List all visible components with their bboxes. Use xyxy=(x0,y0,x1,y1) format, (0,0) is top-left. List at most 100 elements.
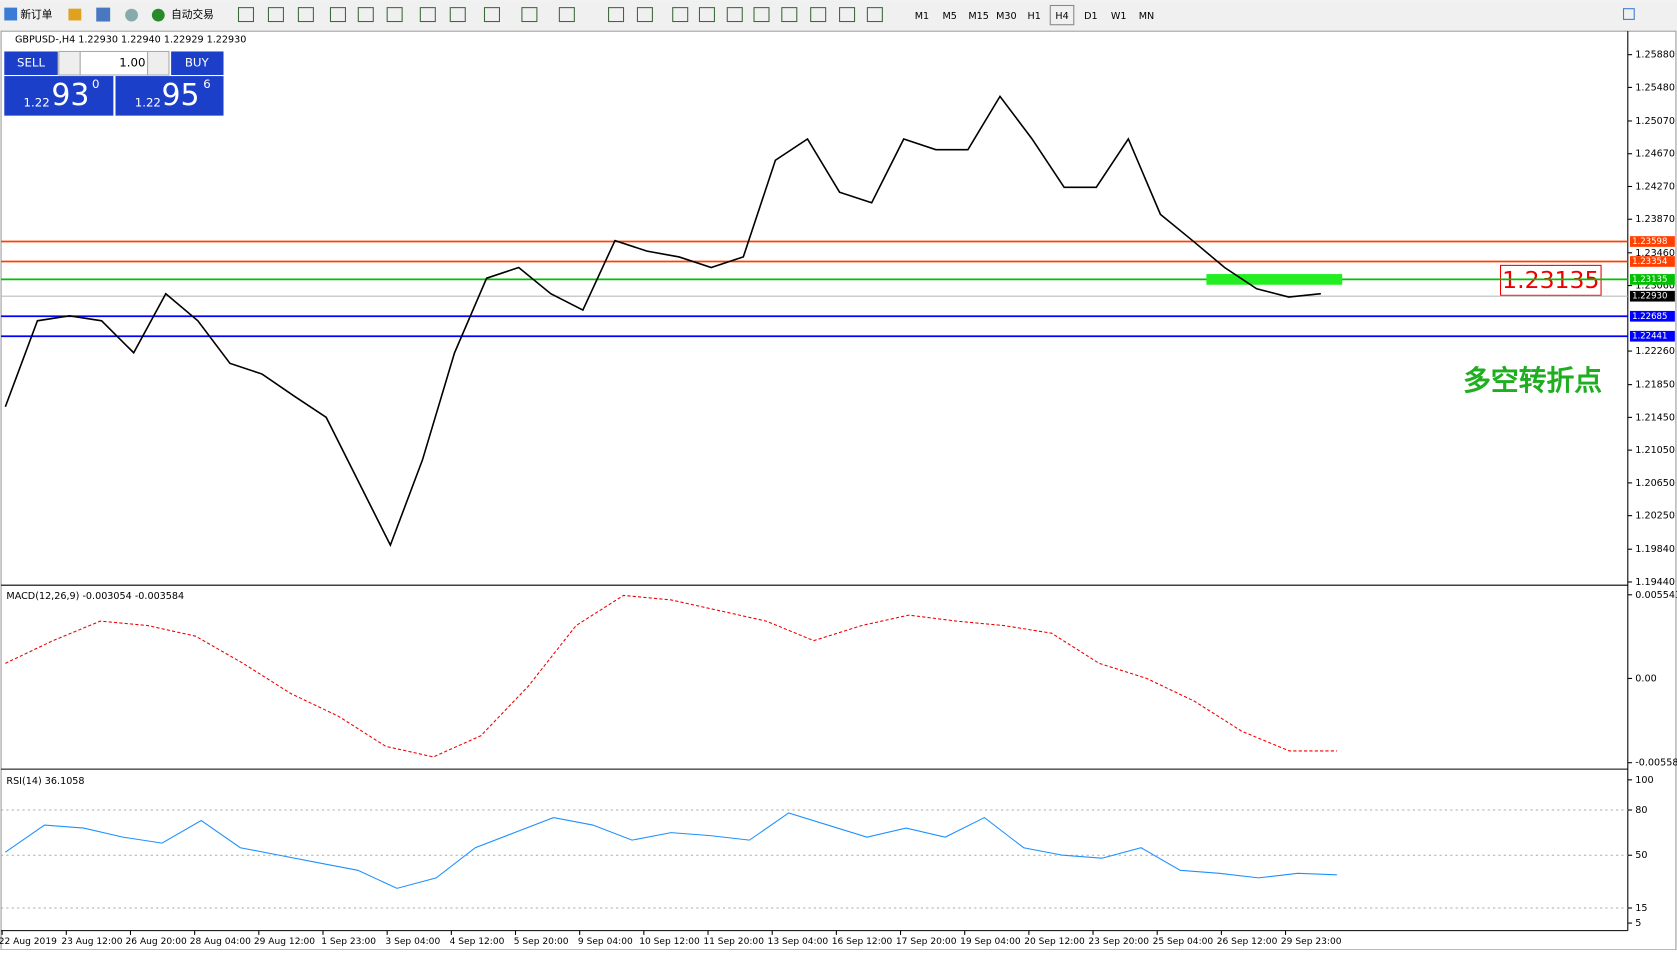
sell-button[interactable] xyxy=(4,51,58,76)
toolbar-icon[interactable] xyxy=(698,7,715,23)
auto-trading-button[interactable]: 自动交易 xyxy=(171,8,214,21)
toolbar-icon[interactable] xyxy=(866,7,883,23)
toolbar-icon[interactable] xyxy=(636,7,653,23)
toolbar-icon[interactable] xyxy=(237,7,255,23)
time-label: 1 Sep 23:00 xyxy=(321,937,376,947)
toolbar-icon[interactable] xyxy=(419,7,436,23)
timeframe-button[interactable]: W1 xyxy=(1111,11,1127,22)
icon[interactable] xyxy=(125,8,138,22)
toolbar-icon[interactable] xyxy=(558,7,575,23)
price-tick-label: 1.19840 xyxy=(1635,544,1675,555)
search-button[interactable] xyxy=(1622,8,1635,20)
pivot-zone xyxy=(1206,274,1343,285)
price-tick-label: 1.21450 xyxy=(1635,412,1675,423)
toolbar-icon[interactable] xyxy=(329,7,346,23)
time-label: 23 Aug 12:00 xyxy=(61,937,122,947)
price-tick-label: 1.23870 xyxy=(1635,214,1675,225)
bid-box[interactable] xyxy=(4,76,114,116)
lot-down[interactable] xyxy=(58,50,81,76)
lot-up[interactable] xyxy=(147,50,170,76)
toolbar-icon[interactable] xyxy=(608,7,625,23)
timeframe-button[interactable]: M5 xyxy=(943,11,957,22)
icon[interactable] xyxy=(96,7,111,22)
bid-sup: 0 xyxy=(92,77,99,91)
toolbar-icons xyxy=(237,7,883,23)
sell-label: SELL xyxy=(17,56,45,70)
time-label: 19 Sep 04:00 xyxy=(960,937,1021,947)
toolbar-icon[interactable] xyxy=(810,7,827,23)
macd-tick-label: -0.005583 xyxy=(1635,758,1677,769)
level-label: 1.22685 xyxy=(1632,312,1667,322)
time-label: 22 Aug 2019 xyxy=(0,937,57,947)
level-tag xyxy=(1629,274,1675,285)
toolbar-icon[interactable] xyxy=(753,7,770,23)
toolbar-icon[interactable] xyxy=(386,7,403,23)
time-label: 26 Sep 12:00 xyxy=(1217,937,1278,947)
timeframe-button[interactable]: MN xyxy=(1139,11,1154,22)
toolbar-icon[interactable] xyxy=(839,7,856,23)
time-label: 23 Sep 20:00 xyxy=(1088,937,1149,947)
rsi-tick-label: 100 xyxy=(1635,775,1653,786)
timeframe-button[interactable]: M30 xyxy=(996,11,1017,22)
price-tick-label: 1.25480 xyxy=(1635,82,1675,93)
bid-prefix: 1.22 xyxy=(24,95,50,109)
active-timeframe xyxy=(1049,4,1075,26)
auto-trading-icon[interactable] xyxy=(151,8,165,22)
time-label: 28 Aug 04:00 xyxy=(190,937,251,947)
close-line xyxy=(4,94,1321,548)
icon[interactable] xyxy=(68,8,82,21)
ask-prefix: 1.22 xyxy=(135,95,161,109)
trade-panel: SELL 1.00 BUY 1.22 93 0 1.22 95 6 xyxy=(4,50,224,116)
toolbar-icon[interactable] xyxy=(357,7,374,23)
rsi-tick-label: 80 xyxy=(1635,805,1647,816)
rsi-tick-label: 15 xyxy=(1635,903,1647,914)
buy-label: BUY xyxy=(185,56,210,70)
level-tag xyxy=(1629,236,1675,247)
toolbar-icon[interactable] xyxy=(672,7,689,23)
rsi-tick-label: 50 xyxy=(1635,850,1647,861)
timeframe-button[interactable]: M1 xyxy=(915,11,929,22)
timeframe-button[interactable]: H4 xyxy=(1055,11,1068,22)
timeframe-button[interactable]: D1 xyxy=(1084,11,1098,22)
lot-value: 1.00 xyxy=(119,56,145,70)
level-tag xyxy=(1629,310,1675,322)
level-tag xyxy=(1629,256,1675,267)
ask-sup: 6 xyxy=(203,77,210,91)
time-label: 29 Sep 23:00 xyxy=(1281,937,1342,947)
macd-signal-line xyxy=(5,594,1337,758)
buy-button[interactable] xyxy=(171,51,224,76)
toolbar-icon[interactable] xyxy=(781,7,798,23)
price-tick-label: 1.19440 xyxy=(1635,577,1675,588)
price-tick-label: 1.24670 xyxy=(1635,149,1675,160)
level-label: 1.22441 xyxy=(1632,332,1667,342)
time-label: 13 Sep 04:00 xyxy=(768,937,829,947)
current-price-tag xyxy=(1629,290,1675,302)
time-label: 16 Sep 12:00 xyxy=(832,937,893,947)
toolbar-icon[interactable] xyxy=(521,7,538,23)
new-order-button[interactable]: 新订单 xyxy=(20,8,52,21)
macd-label: MACD(12,26,9) -0.003054 -0.003584 xyxy=(6,591,184,602)
price-tick-label: 1.20650 xyxy=(1635,478,1675,489)
annotation: 多空转折点 xyxy=(1463,364,1602,397)
price-tick-label: 1.23060 xyxy=(1635,281,1675,292)
price-tick-label: 1.23460 xyxy=(1635,248,1675,259)
toolbar-icon[interactable] xyxy=(449,7,466,23)
toolbar-icon[interactable] xyxy=(267,7,284,23)
time-label: 25 Sep 04:00 xyxy=(1153,937,1214,947)
pivot-label-box xyxy=(1499,264,1602,296)
toolbar-icon[interactable] xyxy=(726,7,743,23)
time-label: 4 Sep 12:00 xyxy=(450,937,505,947)
time-label: 9 Sep 04:00 xyxy=(578,937,633,947)
ask-box[interactable] xyxy=(115,76,224,116)
level-tag xyxy=(1629,330,1675,342)
timeframe-button[interactable]: H1 xyxy=(1028,11,1041,22)
current-price-label: 1.22930 xyxy=(1632,292,1667,302)
rsi-label: RSI(14) 36.1058 xyxy=(6,776,84,787)
toolbar-icon[interactable] xyxy=(483,7,500,23)
toolbar-icon[interactable] xyxy=(297,7,314,23)
price-tick-label: 1.24270 xyxy=(1635,181,1675,192)
macd-tick-label: 0.005543 xyxy=(1635,590,1677,601)
timeframe-button[interactable]: M15 xyxy=(968,11,989,22)
new-order-icon[interactable] xyxy=(4,7,18,21)
